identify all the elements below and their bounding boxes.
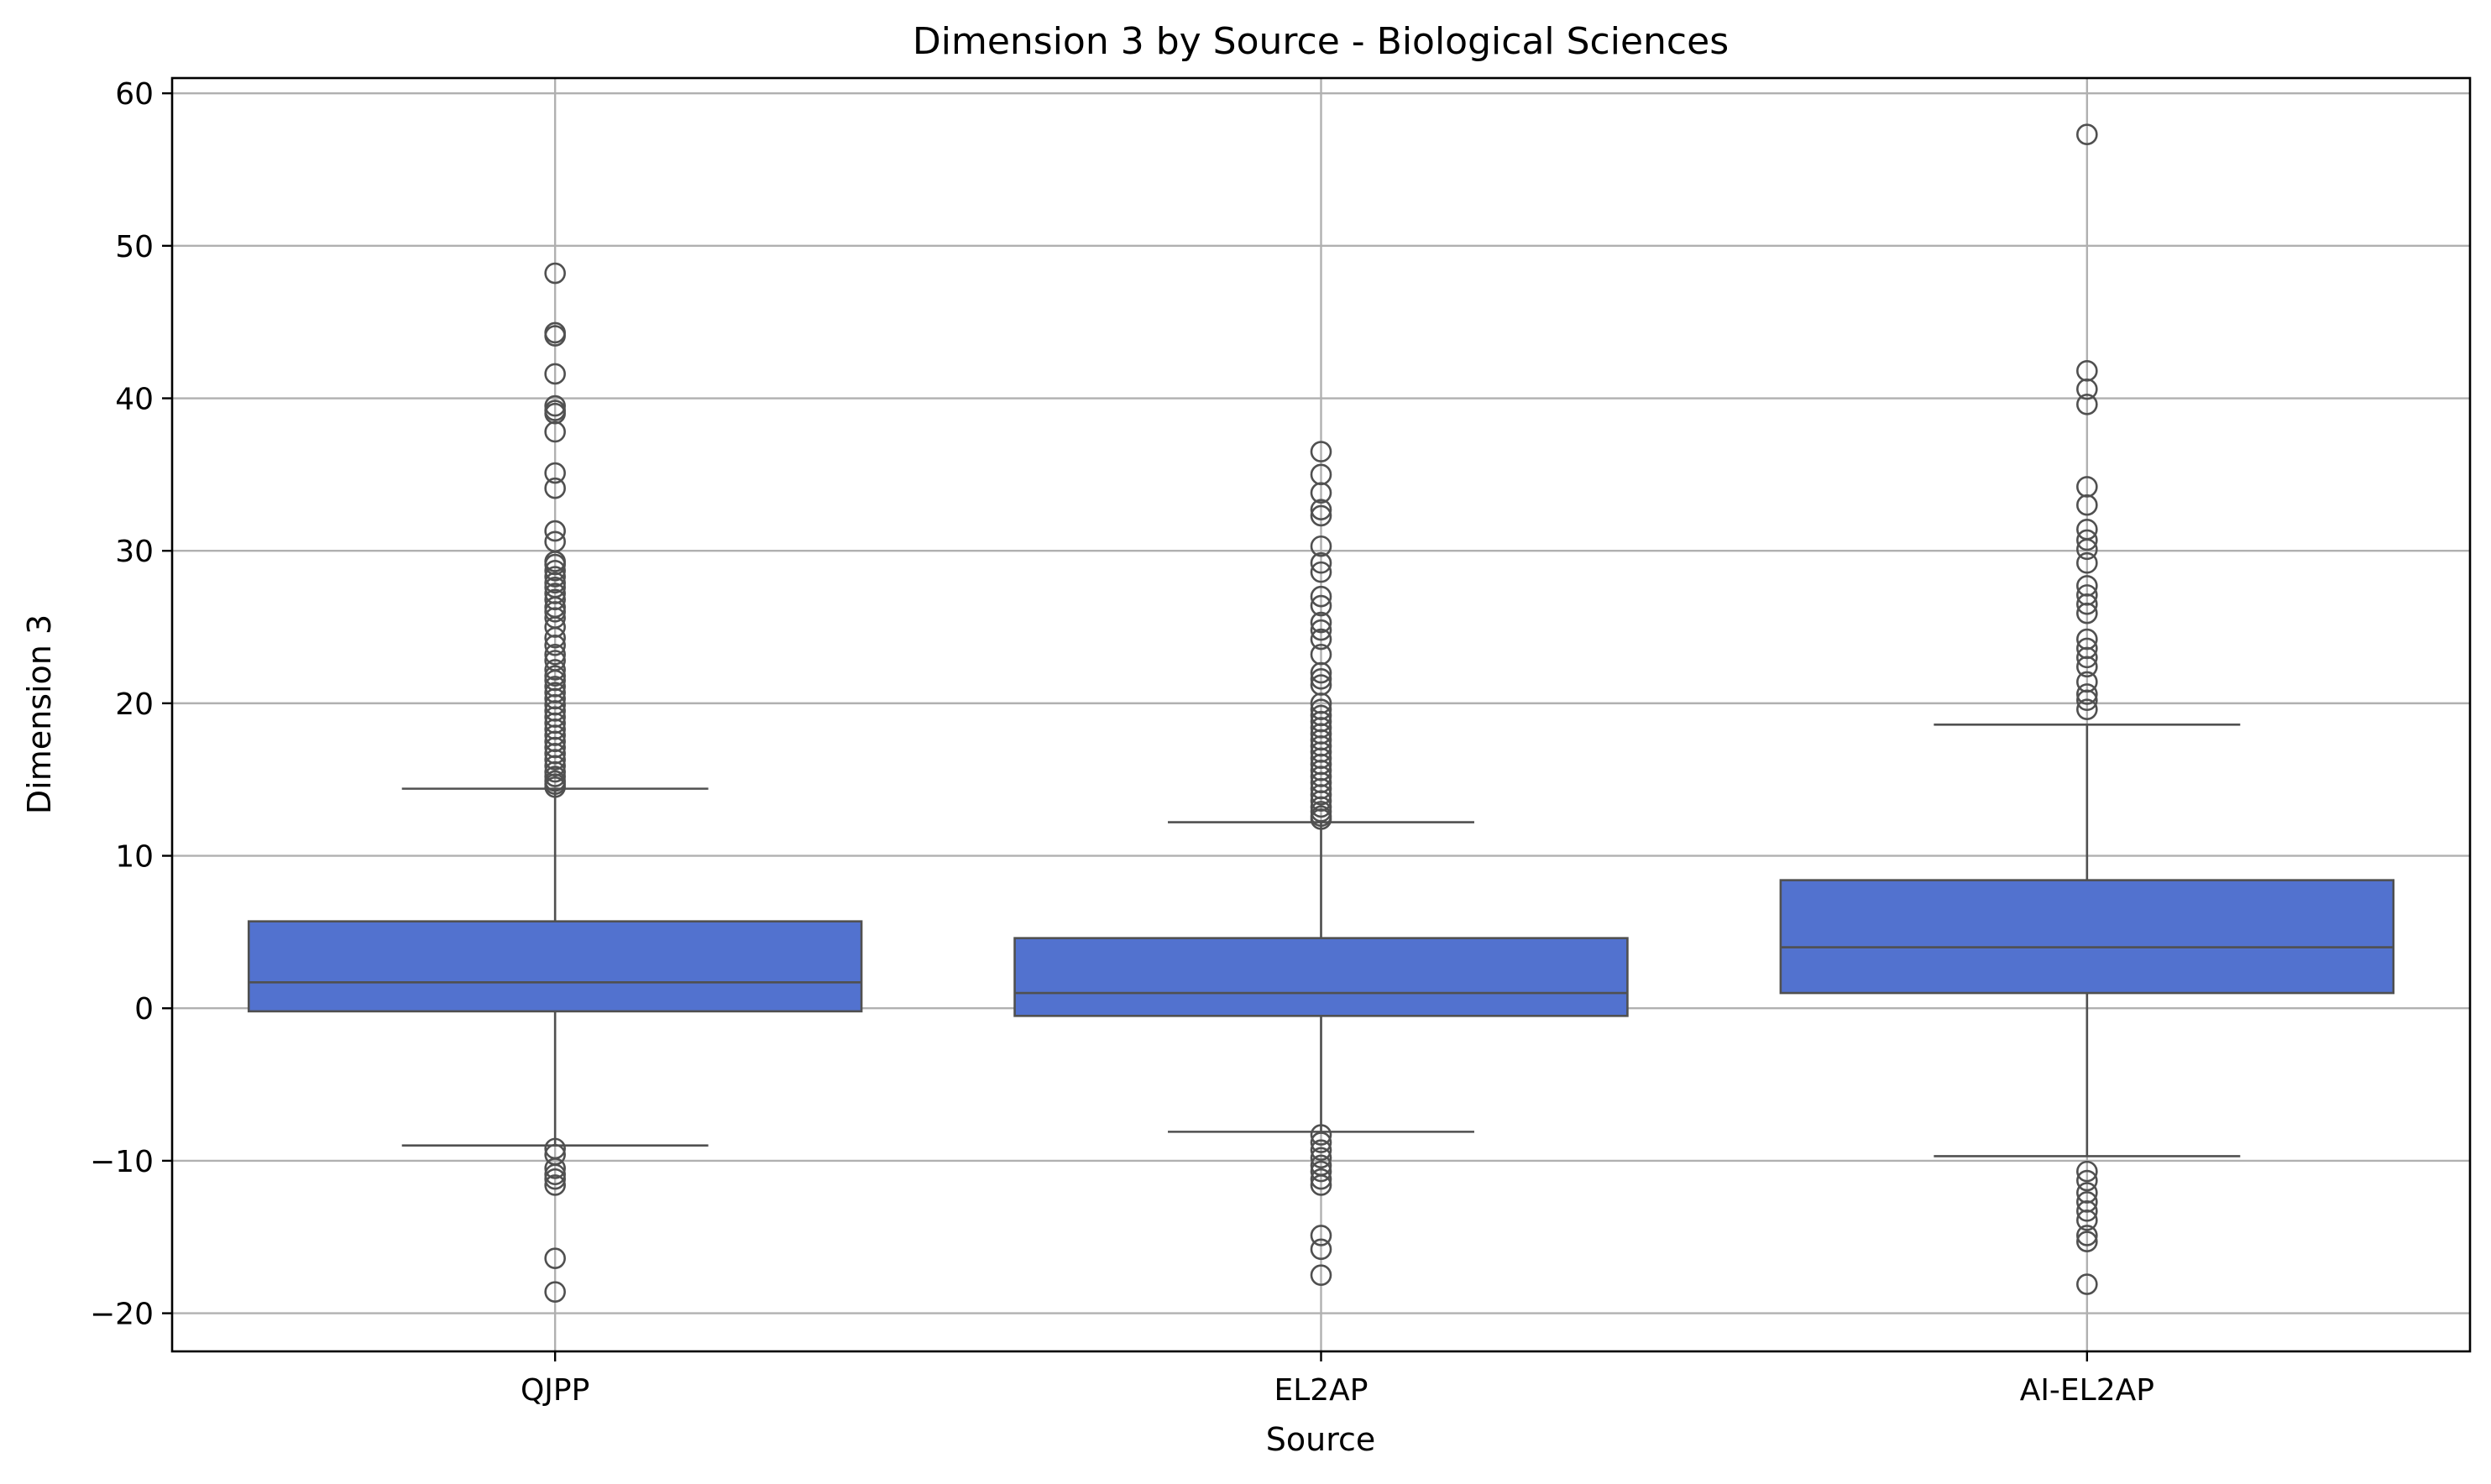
y-tick-label: 50 xyxy=(115,230,154,264)
outlier-point xyxy=(1310,551,1332,574)
outlier-point xyxy=(544,560,566,582)
outlier-point xyxy=(2076,1225,2098,1246)
outlier-point xyxy=(1310,1124,1332,1146)
outlier-point xyxy=(2076,1231,2098,1252)
outlier-point xyxy=(544,262,566,285)
outlier-point xyxy=(544,626,566,649)
outlier-point xyxy=(2076,646,2098,669)
outlier-point xyxy=(1310,585,1332,608)
outlier-point xyxy=(544,601,566,623)
outlier-point xyxy=(2076,393,2098,415)
y-tick-label: 40 xyxy=(115,383,154,417)
outlier-point xyxy=(1310,1225,1332,1246)
outlier-point xyxy=(1310,561,1332,583)
outlier-point xyxy=(1310,1139,1332,1161)
outlier-point xyxy=(2076,689,2098,712)
outlier-point xyxy=(2076,1200,2098,1222)
outlier-point xyxy=(2076,1169,2098,1192)
outlier-point xyxy=(544,1247,566,1269)
outlier-point xyxy=(544,1174,566,1196)
outlier-point xyxy=(544,566,566,588)
outlier-point xyxy=(1310,504,1332,527)
y-tick-label: 0 xyxy=(134,992,154,1027)
outlier-point xyxy=(544,1281,566,1303)
y-tick-label: −20 xyxy=(90,1298,154,1332)
outlier-point xyxy=(1310,628,1332,651)
chart-title: Dimension 3 by Source - Biological Scien… xyxy=(913,20,1729,63)
outlier-point xyxy=(1310,619,1332,641)
outlier-point xyxy=(1310,611,1332,634)
tick-layer: 60 50 40 30 20 10 0 −10 −20 QJPP EL2AP AI-EL2AP xyxy=(90,77,2154,1408)
x-tick-label: QJPP xyxy=(521,1373,589,1408)
y-axis-label: Dimension 3 xyxy=(21,614,58,814)
iqr-box xyxy=(1779,879,2395,995)
outlier-point xyxy=(2076,1209,2098,1231)
outlier-point xyxy=(2076,494,2098,516)
outlier-point xyxy=(2076,538,2098,561)
outlier-point xyxy=(1310,668,1332,690)
outlier-point xyxy=(2076,1273,2098,1295)
outlier-point xyxy=(2076,656,2098,678)
outlier-point xyxy=(544,1157,566,1179)
outlier-point xyxy=(544,421,566,443)
box-layer xyxy=(247,123,2395,1303)
outlier-point xyxy=(2076,123,2098,146)
box-group-el2ap xyxy=(1013,441,1629,1286)
outlier-point xyxy=(1310,1160,1332,1183)
outlier-point xyxy=(1310,535,1332,557)
outlier-point xyxy=(2076,551,2098,574)
outlier-point xyxy=(2076,698,2098,720)
outlier-point xyxy=(1310,1147,1332,1169)
y-tick-label: 30 xyxy=(115,535,154,569)
outlier-point xyxy=(544,659,566,681)
box-group-qjpp xyxy=(247,262,863,1303)
outlier-point xyxy=(1310,1174,1332,1196)
y-tick-label: 60 xyxy=(115,77,154,112)
outlier-point xyxy=(1310,1131,1332,1153)
outlier-point xyxy=(2076,529,2098,551)
outlier-point xyxy=(1310,594,1332,617)
outlier-point xyxy=(2076,683,2098,705)
y-tick-label: −10 xyxy=(90,1145,154,1179)
outlier-point xyxy=(544,776,566,798)
outlier-point xyxy=(1310,1238,1332,1261)
outlier-point xyxy=(1310,482,1332,504)
y-tick-label: 10 xyxy=(115,840,154,875)
outlier-point xyxy=(1310,661,1332,684)
box-group-ai-el2ap xyxy=(1779,123,2395,1295)
outlier-point xyxy=(1310,808,1332,830)
outlier-point xyxy=(1310,784,1332,806)
outlier-point xyxy=(544,643,566,666)
outlier-point xyxy=(544,635,566,656)
outlier-point xyxy=(544,462,566,484)
outlier-point xyxy=(544,749,566,771)
outlier-point xyxy=(2076,593,2098,615)
x-tick-label: EL2AP xyxy=(1274,1373,1368,1408)
plot-frame xyxy=(170,76,2472,1353)
x-axis-label: Source xyxy=(1266,1421,1376,1458)
outlier-point xyxy=(1310,499,1332,520)
outlier-point xyxy=(544,477,566,499)
outlier-point xyxy=(1310,441,1332,462)
outlier-point xyxy=(2076,602,2098,624)
outlier-point xyxy=(544,1168,566,1190)
iqr-box xyxy=(247,920,863,1013)
x-tick-label: AI-EL2AP xyxy=(2020,1373,2154,1408)
outlier-point xyxy=(2076,378,2098,400)
outlier-point xyxy=(2076,1160,2098,1183)
outlier-point xyxy=(1310,1168,1332,1190)
iqr-box xyxy=(1013,937,1629,1017)
outlier-point xyxy=(544,520,566,542)
y-tick-label: 20 xyxy=(115,687,154,722)
outlier-point xyxy=(544,363,566,385)
outlier-point xyxy=(1310,1264,1332,1286)
outlier-point xyxy=(544,325,566,347)
